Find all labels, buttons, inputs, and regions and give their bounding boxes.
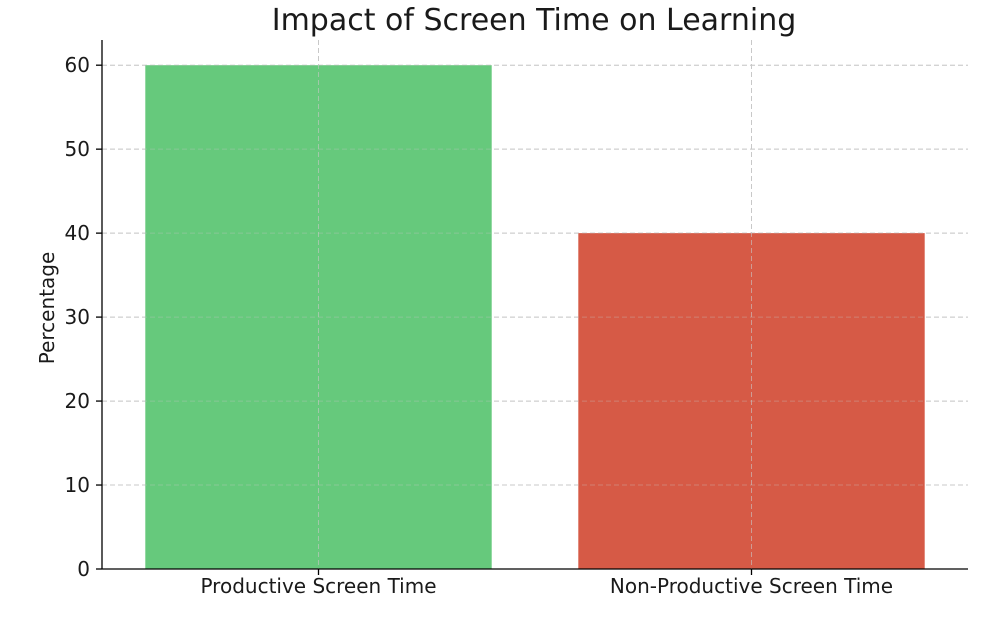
y-tick-label: 0 bbox=[77, 557, 90, 581]
y-tick-label: 20 bbox=[65, 389, 90, 413]
y-tick-label: 10 bbox=[65, 473, 90, 497]
y-tick-label: 60 bbox=[65, 53, 90, 77]
y-axis-label: Percentage bbox=[35, 252, 59, 365]
axes-layer bbox=[96, 40, 968, 575]
bar bbox=[145, 65, 492, 569]
x-tick-label: Non-Productive Screen Time bbox=[610, 574, 893, 598]
labels-layer: 0 10 20 30 40 50 60 Productive Screen Time Non-P… bbox=[65, 53, 894, 598]
x-tick-label: Productive Screen Time bbox=[200, 574, 436, 598]
chart-title: Impact of Screen Time on Learning bbox=[272, 3, 797, 38]
y-tick-label: 30 bbox=[65, 305, 90, 329]
y-tick-label: 50 bbox=[65, 137, 90, 161]
bars-layer bbox=[102, 40, 968, 569]
y-tick-label: 40 bbox=[65, 221, 90, 245]
